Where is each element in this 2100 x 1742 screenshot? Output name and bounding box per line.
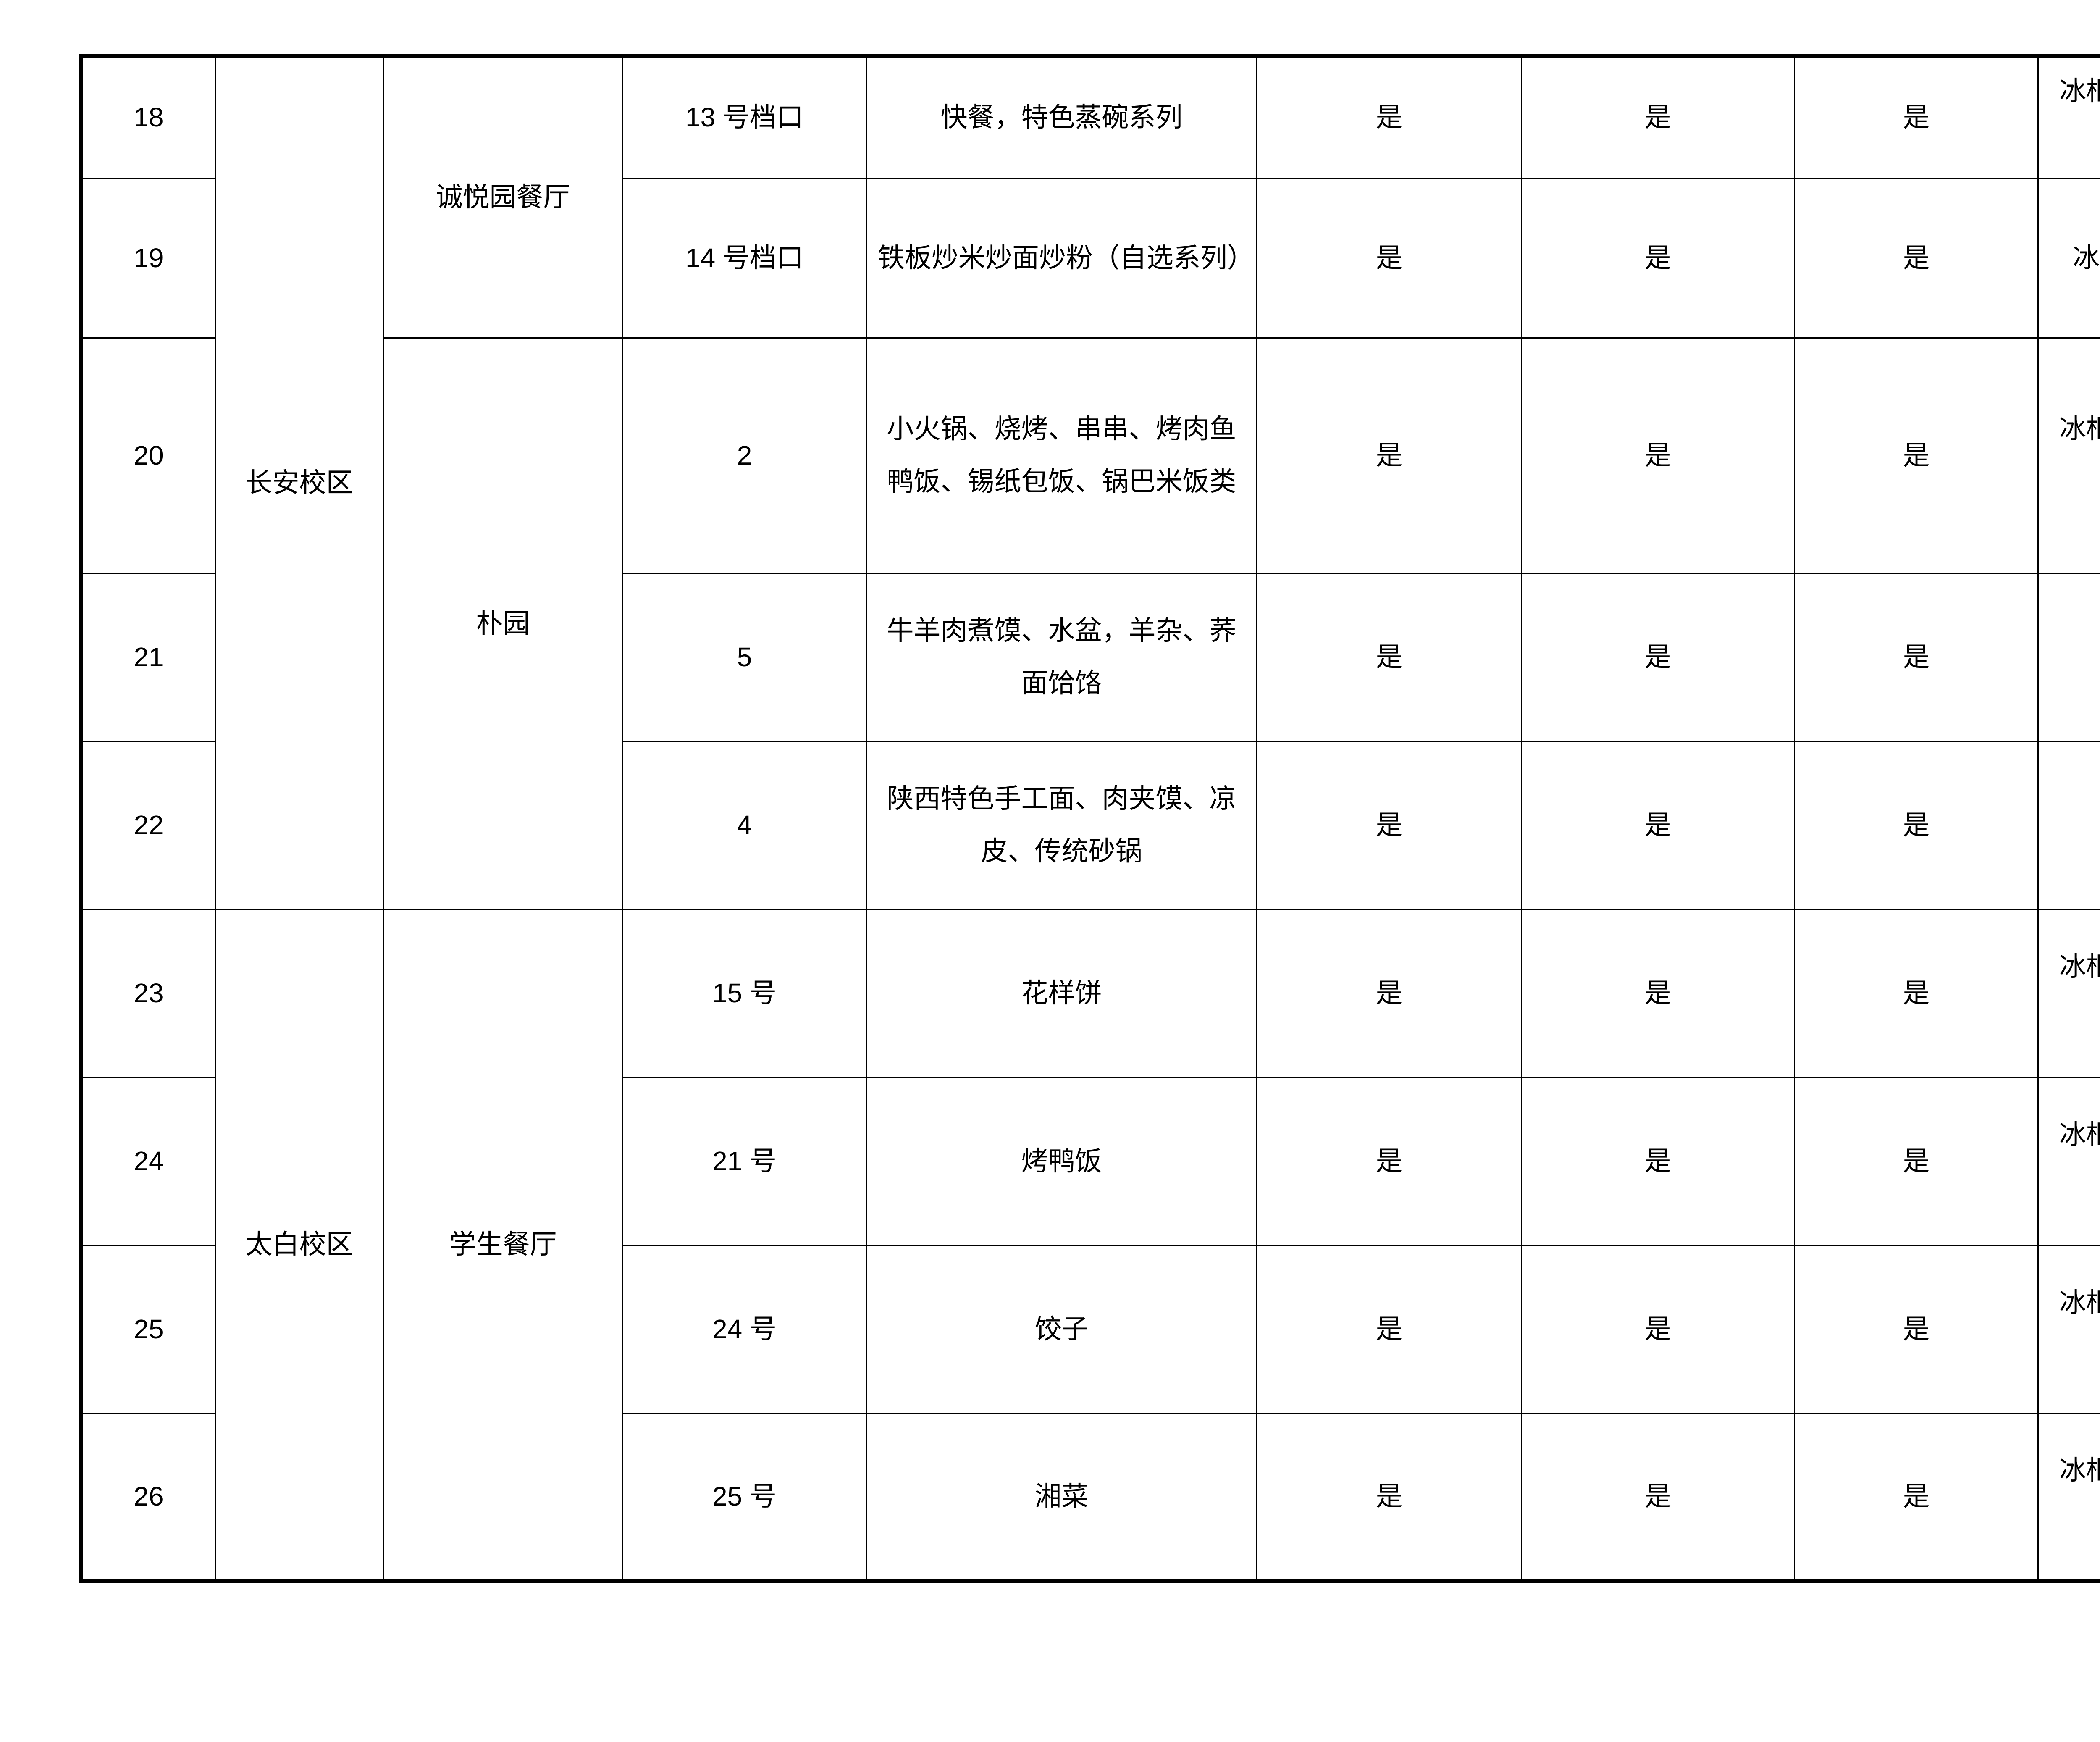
cell-check-1: 是 xyxy=(1256,1076,1522,1246)
table-row: 25 24 号 饺子 是 是 是 冰柜、操作台、调料柜、炉灶、绞肉机、四层货架、… xyxy=(80,1244,2100,1414)
cell-equipment: 冰柜、操作台、调料柜、炉灶、绞肉机、四层货架、…… xyxy=(2037,908,2100,1078)
table-body: 18 长安校区 诚悦园餐厅 13 号档口 快餐，特色蒸碗系列 是 是 是 冰柜，… xyxy=(80,55,2100,1582)
cell-check-2: 是 xyxy=(1521,1076,1795,1246)
cell-canteen: 诚悦园餐厅 xyxy=(383,55,623,339)
cell-stall: 13 号档口 xyxy=(622,55,867,179)
table-row: 19 14 号档口 铁板炒米炒面炒粉（自选系列） 是 是 是 冰柜，冷藏柜，操作… xyxy=(80,177,2100,339)
cell-equipment: 冰柜、操作台、调料柜、炉灶、绞肉机、加热台、四层货架、六眼砂锅灶 xyxy=(2037,337,2100,574)
table-row: 20 朴园 2 小火锅、烧烤、串串、烤肉鱼鸭饭、锡纸包饭、锅巴米饭类 是 是 是… xyxy=(80,337,2100,910)
cell-check-2: 是 xyxy=(1521,740,1795,910)
cell-check-1: 是 xyxy=(1256,177,1522,339)
cell-business-scope: 牛羊肉煮馍、水盆，羊杂、荞面饸饹 xyxy=(866,572,1257,742)
cell-check-3: 是 xyxy=(1794,740,2039,910)
cell-business-scope: 花样饼 xyxy=(866,908,1257,1078)
table-row: 22 4 陕西特色手工面、肉夹馍、凉皮、传统砂锅 是 是 是 xyxy=(80,740,2100,910)
cell-check-2: 是 xyxy=(1521,1412,1795,1582)
cell-business-scope: 陕西特色手工面、肉夹馍、凉皮、传统砂锅 xyxy=(866,740,1257,910)
cell-serial-number: 21 xyxy=(80,572,216,742)
cell-check-3: 是 xyxy=(1794,337,2039,574)
cell-check-3: 是 xyxy=(1794,908,2039,1078)
cell-check-2: 是 xyxy=(1521,1244,1795,1414)
cell-check-3: 是 xyxy=(1794,1412,2039,1582)
cell-business-scope: 饺子 xyxy=(866,1244,1257,1414)
table-row: 24 21 号 烤鸭饭 是 是 是 冰柜、操作台、调料柜、炉灶、绞肉机、四层货架… xyxy=(80,1076,2100,1246)
cell-business-scope: 湘菜 xyxy=(866,1412,1257,1582)
cell-check-2: 是 xyxy=(1521,337,1795,574)
cell-check-1: 是 xyxy=(1256,1412,1522,1582)
cell-check-3: 是 xyxy=(1794,1076,2039,1246)
cell-check-1: 是 xyxy=(1256,1244,1522,1414)
cell-canteen: 朴园 xyxy=(383,337,623,910)
table-row: 21 5 牛羊肉煮馍、水盆，羊杂、荞面饸饹 是 是 是 xyxy=(80,572,2100,742)
cell-equipment: 冰柜、操作台、调料柜、炉灶、绞肉机、四层货架、…… xyxy=(2037,1076,2100,1246)
cell-business-scope: 铁板炒米炒面炒粉（自选系列） xyxy=(866,177,1257,339)
cell-check-1: 是 xyxy=(1256,55,1522,179)
cell-serial-number: 25 xyxy=(80,1244,216,1414)
cell-check-3: 是 xyxy=(1794,1244,2039,1414)
cell-serial-number: 23 xyxy=(80,908,216,1078)
cell-campus: 太白校区 xyxy=(215,908,384,1582)
cell-check-1: 是 xyxy=(1256,908,1522,1078)
cell-check-3: 是 xyxy=(1794,177,2039,339)
cell-serial-number: 26 xyxy=(80,1412,216,1582)
cell-check-2: 是 xyxy=(1521,55,1795,179)
cell-business-scope: 快餐，特色蒸碗系列 xyxy=(866,55,1257,179)
table-row: 23 太白校区 学生餐厅 15 号 花样饼 是 是 是 冰柜、操作台、调料柜、炉… xyxy=(80,908,2100,1582)
cell-serial-number: 24 xyxy=(80,1076,216,1246)
cell-stall: 2 xyxy=(622,337,867,574)
cell-stall: 21 号 xyxy=(622,1076,867,1246)
cell-serial-number: 19 xyxy=(80,177,216,339)
cell-check-3: 是 xyxy=(1794,572,2039,742)
cell-check-2: 是 xyxy=(1521,177,1795,339)
cell-check-2: 是 xyxy=(1521,572,1795,742)
table-container: 18 长安校区 诚悦园餐厅 13 号档口 快餐，特色蒸碗系列 是 是 是 冰柜，… xyxy=(79,54,2100,1583)
cell-stall: 14 号档口 xyxy=(622,177,867,339)
cell-equipment: 冰柜、操作台、调料柜、炉灶、绞肉机、四层货架、…… xyxy=(2037,1412,2100,1582)
cell-check-1: 是 xyxy=(1256,740,1522,910)
cell-stall: 5 xyxy=(622,572,867,742)
cell-business-scope: 烤鸭饭 xyxy=(866,1076,1257,1246)
cell-business-scope: 小火锅、烧烤、串串、烤肉鱼鸭饭、锡纸包饭、锅巴米饭类 xyxy=(866,337,1257,574)
cell-check-2: 是 xyxy=(1521,908,1795,1078)
cell-serial-number: 20 xyxy=(80,337,216,574)
cell-stall: 25 号 xyxy=(622,1412,867,1582)
cell-equipment: 冰柜、操作台、调料柜、炉灶、绞肉机、四层货架、…… xyxy=(2037,1244,2100,1414)
cell-equipment xyxy=(2037,572,2100,742)
cell-serial-number: 22 xyxy=(80,740,216,910)
cell-equipment: 冰柜，冷藏柜，操作台，调料柜，货架 xyxy=(2037,177,2100,339)
canteen-stall-table: 18 长安校区 诚悦园餐厅 13 号档口 快餐，特色蒸碗系列 是 是 是 冰柜，… xyxy=(79,54,2100,1583)
cell-equipment: 冰柜，冷藏柜，操作台，调料柜，货架，大小眼炉灶 xyxy=(2037,55,2100,179)
cell-stall: 24 号 xyxy=(622,1244,867,1414)
cell-stall: 4 xyxy=(622,740,867,910)
cell-serial-number: 18 xyxy=(80,55,216,179)
cell-check-1: 是 xyxy=(1256,572,1522,742)
cell-canteen: 学生餐厅 xyxy=(383,908,623,1582)
cell-equipment xyxy=(2037,740,2100,910)
cell-check-3: 是 xyxy=(1794,55,2039,179)
cell-campus: 长安校区 xyxy=(215,55,384,910)
table-row: 18 长安校区 诚悦园餐厅 13 号档口 快餐，特色蒸碗系列 是 是 是 冰柜，… xyxy=(80,55,2100,910)
table-row: 26 25 号 湘菜 是 是 是 冰柜、操作台、调料柜、炉灶、绞肉机、四层货架、… xyxy=(80,1412,2100,1582)
cell-stall: 15 号 xyxy=(622,908,867,1078)
cell-check-1: 是 xyxy=(1256,337,1522,574)
